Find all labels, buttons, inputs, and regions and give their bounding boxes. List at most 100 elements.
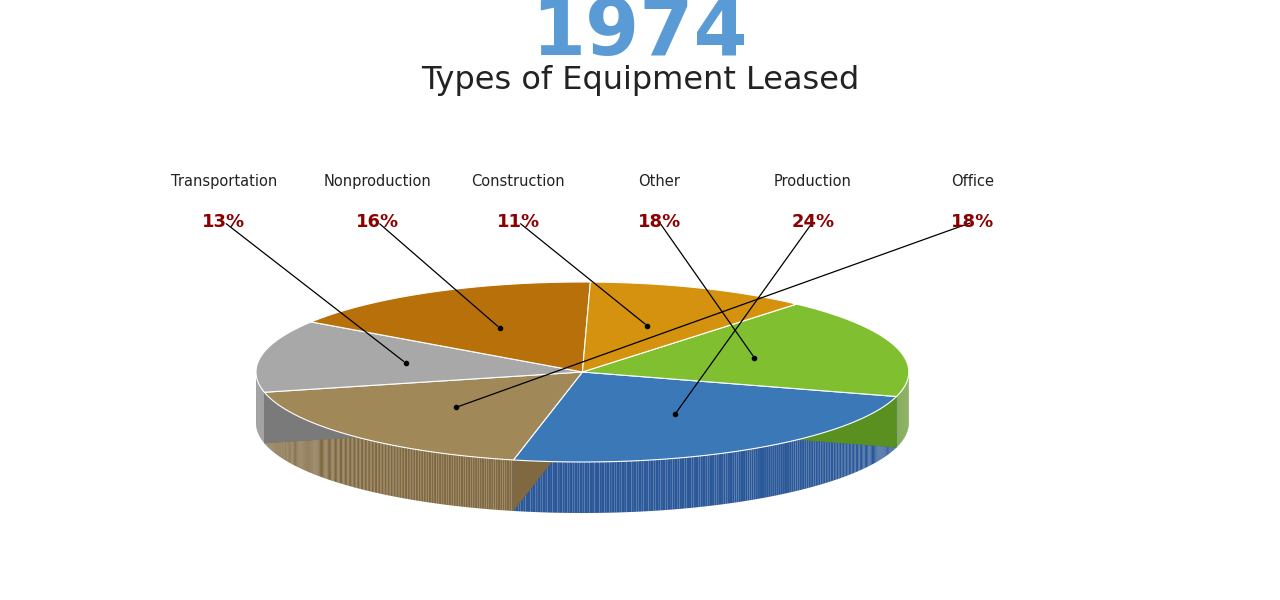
Polygon shape	[558, 462, 559, 513]
Polygon shape	[658, 460, 660, 511]
Polygon shape	[431, 452, 434, 503]
Polygon shape	[612, 461, 614, 512]
Polygon shape	[745, 449, 748, 501]
Polygon shape	[383, 443, 385, 494]
Polygon shape	[622, 461, 625, 512]
Text: Office: Office	[951, 174, 995, 189]
Polygon shape	[794, 440, 796, 491]
Polygon shape	[582, 462, 585, 513]
Polygon shape	[453, 455, 456, 506]
Polygon shape	[443, 454, 445, 505]
Polygon shape	[815, 434, 817, 486]
Polygon shape	[735, 451, 736, 503]
Polygon shape	[755, 448, 758, 499]
Polygon shape	[631, 461, 634, 512]
Polygon shape	[488, 458, 490, 509]
Polygon shape	[468, 457, 471, 508]
Polygon shape	[358, 437, 360, 488]
Polygon shape	[513, 372, 582, 511]
Polygon shape	[797, 439, 799, 491]
Polygon shape	[396, 446, 397, 497]
Polygon shape	[594, 462, 596, 513]
Polygon shape	[357, 437, 358, 488]
Polygon shape	[509, 460, 512, 511]
Polygon shape	[425, 451, 426, 502]
Polygon shape	[265, 372, 582, 443]
Polygon shape	[840, 427, 841, 478]
Polygon shape	[416, 449, 417, 500]
Polygon shape	[708, 455, 710, 506]
Polygon shape	[786, 442, 788, 493]
Polygon shape	[700, 455, 703, 507]
Polygon shape	[543, 461, 545, 512]
Polygon shape	[801, 439, 803, 490]
Polygon shape	[852, 422, 854, 473]
Polygon shape	[689, 457, 691, 508]
Polygon shape	[567, 462, 570, 513]
Polygon shape	[792, 440, 794, 492]
Polygon shape	[736, 451, 739, 502]
Polygon shape	[803, 438, 805, 490]
Polygon shape	[375, 442, 376, 493]
Polygon shape	[649, 460, 652, 511]
Polygon shape	[768, 446, 771, 497]
Polygon shape	[346, 434, 347, 485]
Text: Transportation: Transportation	[170, 174, 278, 189]
Polygon shape	[820, 433, 822, 485]
Polygon shape	[256, 322, 582, 392]
Polygon shape	[410, 448, 411, 500]
Polygon shape	[572, 462, 575, 513]
Polygon shape	[854, 421, 855, 473]
Polygon shape	[827, 431, 829, 482]
Polygon shape	[599, 462, 602, 513]
Polygon shape	[696, 456, 699, 508]
Polygon shape	[829, 431, 831, 482]
Text: Other: Other	[639, 174, 680, 189]
Polygon shape	[732, 452, 735, 503]
Polygon shape	[858, 420, 859, 472]
Polygon shape	[790, 441, 792, 493]
Polygon shape	[588, 462, 590, 513]
Polygon shape	[417, 449, 419, 501]
Polygon shape	[714, 454, 717, 505]
Polygon shape	[461, 455, 462, 506]
Polygon shape	[685, 457, 686, 509]
Polygon shape	[575, 462, 577, 513]
Polygon shape	[742, 450, 745, 502]
Polygon shape	[570, 462, 572, 513]
Polygon shape	[380, 443, 381, 494]
Polygon shape	[548, 461, 550, 512]
Polygon shape	[456, 455, 457, 506]
Polygon shape	[429, 451, 430, 503]
Polygon shape	[726, 452, 728, 504]
Polygon shape	[861, 418, 863, 470]
Polygon shape	[564, 462, 567, 513]
Polygon shape	[376, 442, 378, 493]
Polygon shape	[494, 458, 495, 510]
Polygon shape	[750, 449, 751, 500]
Polygon shape	[625, 461, 626, 512]
Polygon shape	[562, 462, 564, 513]
Polygon shape	[524, 461, 526, 512]
Polygon shape	[392, 445, 394, 496]
Polygon shape	[582, 372, 896, 448]
Polygon shape	[712, 454, 714, 506]
Text: 18%: 18%	[637, 213, 681, 231]
Polygon shape	[452, 454, 453, 506]
Polygon shape	[499, 459, 500, 510]
Polygon shape	[532, 461, 535, 512]
Polygon shape	[361, 438, 362, 490]
Polygon shape	[508, 460, 509, 511]
Polygon shape	[480, 457, 481, 509]
Polygon shape	[859, 419, 860, 471]
Polygon shape	[812, 436, 814, 487]
Polygon shape	[582, 372, 896, 448]
Polygon shape	[666, 459, 668, 510]
Polygon shape	[467, 456, 468, 508]
Polygon shape	[440, 453, 442, 504]
Polygon shape	[580, 462, 582, 513]
Polygon shape	[366, 439, 367, 491]
Polygon shape	[721, 453, 723, 505]
Polygon shape	[540, 461, 543, 512]
Polygon shape	[663, 459, 666, 510]
